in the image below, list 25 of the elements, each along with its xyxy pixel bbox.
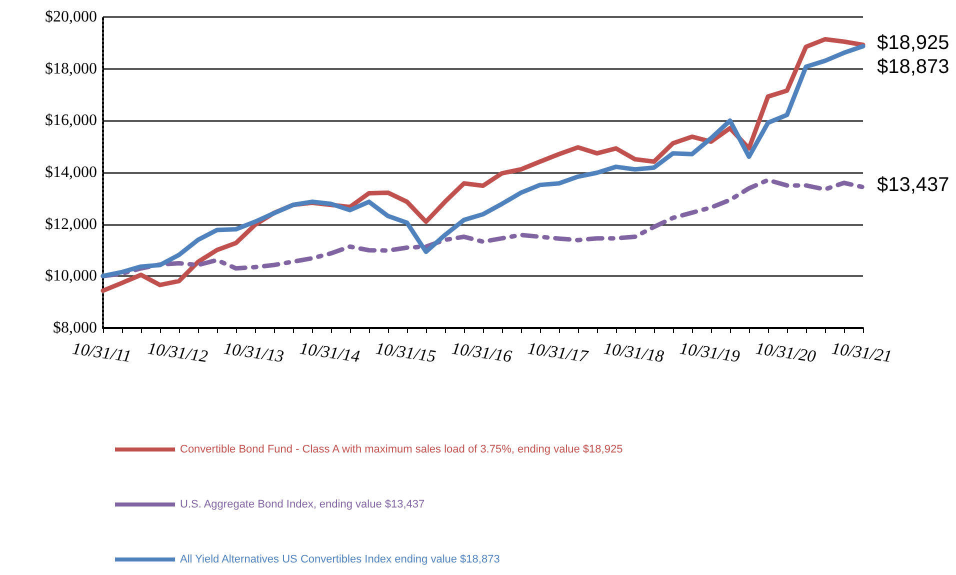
annotation: $18,873 xyxy=(877,56,950,78)
text: All Yield Alternatives US Convertibles Index ending value $18,873 xyxy=(180,554,500,566)
x-tick-label: 10/31/11 xyxy=(71,338,132,366)
annotation: $18,925 xyxy=(877,32,950,54)
x-tick-label: 10/31/16 xyxy=(450,338,514,366)
y-tick-label: $12,000 xyxy=(45,216,97,233)
x-tick-label: 10/31/14 xyxy=(298,338,362,366)
x-tick-label: 10/31/21 xyxy=(830,338,894,366)
y-tick-label: $14,000 xyxy=(45,164,97,181)
y-tick-label: $10,000 xyxy=(45,268,97,285)
x-tick-label: 10/31/12 xyxy=(146,338,210,366)
x-tick-label: 10/31/15 xyxy=(374,338,438,366)
y-tick-label: $8,000 xyxy=(53,320,97,336)
x-tick-label: 10/31/17 xyxy=(526,338,591,366)
y-tick-label: $16,000 xyxy=(45,112,97,130)
x-tick-label: 10/31/13 xyxy=(222,338,286,366)
y-tick-label: $18,000 xyxy=(45,60,97,78)
y-tick-label: $20,000 xyxy=(45,8,97,26)
x-tick-label: 10/31/18 xyxy=(602,338,666,366)
line-series xyxy=(100,178,866,278)
x-tick-label: 10/31/20 xyxy=(754,338,818,366)
annotation: $13,437 xyxy=(877,174,950,196)
text: U.S. Aggregate Bond Index, ending value $13,437 xyxy=(180,498,425,510)
x-tick-label: 10/31/19 xyxy=(678,338,742,366)
text: Convertible Bond Fund - Class A with maximum sales load of 3.75%, ending value $18,925 xyxy=(180,444,623,456)
